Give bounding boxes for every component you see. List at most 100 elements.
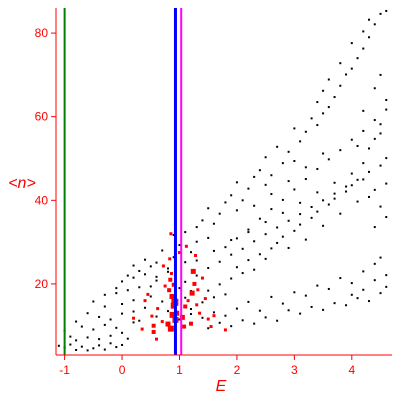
data-point: [201, 316, 204, 319]
data-point: [109, 318, 112, 321]
data-point: [212, 222, 215, 225]
data-point: [304, 294, 307, 297]
data-point: [195, 226, 198, 229]
data-point: [373, 188, 376, 191]
data-point: [224, 201, 227, 204]
data-point: [149, 295, 152, 298]
data-point: [299, 201, 302, 204]
data-point: [86, 336, 89, 339]
data-point: [195, 240, 198, 243]
data-point: [212, 249, 215, 252]
data-point: [224, 293, 227, 296]
highlight-points-layer: [132, 232, 227, 341]
data-point: [201, 301, 204, 304]
data-point: [276, 241, 279, 244]
data-point: [241, 272, 244, 275]
data-point: [310, 216, 313, 219]
data-point: [138, 286, 141, 289]
data-point: [304, 130, 307, 133]
highlight-point: [182, 324, 187, 329]
data-point: [235, 209, 238, 212]
highlight-point: [194, 253, 198, 257]
x-tick-label: -1: [59, 363, 70, 377]
data-point: [270, 247, 273, 250]
data-point: [212, 296, 215, 299]
data-point: [121, 312, 124, 315]
data-point: [345, 190, 348, 193]
data-point: [109, 342, 112, 345]
data-point: [258, 169, 261, 172]
data-point: [339, 84, 342, 87]
data-point: [184, 231, 187, 234]
data-point: [115, 326, 118, 329]
data-point: [218, 260, 221, 263]
data-point: [138, 319, 141, 322]
data-point: [207, 327, 210, 330]
highlight-point: [209, 325, 213, 329]
data-point: [373, 137, 376, 140]
highlight-point: [146, 292, 150, 296]
data-point: [276, 145, 279, 148]
highlight-point: [179, 314, 185, 320]
data-point: [304, 238, 307, 241]
data-point: [195, 259, 198, 262]
data-point: [247, 300, 250, 303]
data-point: [69, 335, 72, 338]
highlight-point: [196, 288, 200, 292]
data-point: [155, 261, 158, 264]
data-point: [362, 109, 365, 112]
data-point: [287, 219, 290, 222]
highlight-point: [198, 311, 202, 315]
data-point: [379, 256, 382, 259]
data-point: [172, 256, 175, 259]
highlight-point: [132, 316, 136, 320]
data-point: [345, 185, 348, 188]
data-point: [385, 98, 388, 101]
data-point: [149, 285, 152, 288]
data-point: [379, 73, 382, 76]
data-point: [115, 287, 118, 290]
data-point: [356, 200, 359, 203]
data-point: [247, 231, 250, 234]
data-point: [322, 224, 325, 227]
data-point: [207, 267, 210, 270]
data-point: [247, 228, 250, 231]
data-point: [373, 262, 376, 265]
data-point: [322, 199, 325, 202]
highlight-point: [151, 323, 156, 328]
highlight-point: [150, 314, 154, 318]
highlight-point: [160, 320, 164, 324]
data-point: [230, 239, 233, 242]
data-point: [207, 236, 210, 239]
data-point: [350, 42, 353, 45]
data-point: [327, 106, 330, 109]
data-point: [132, 321, 135, 324]
data-point: [362, 162, 365, 165]
highlight-point: [140, 327, 144, 331]
data-point: [253, 268, 256, 271]
data-point: [276, 319, 279, 322]
data-point: [362, 47, 365, 50]
y-tick-label: 20: [35, 277, 49, 291]
data-point: [287, 246, 290, 249]
highlight-point: [155, 337, 159, 341]
data-point: [69, 343, 72, 346]
data-point: [115, 292, 118, 295]
data-point: [98, 344, 101, 347]
data-point: [350, 184, 353, 187]
data-point: [258, 253, 261, 256]
data-point: [276, 226, 279, 229]
data-point: [224, 246, 227, 249]
highlight-point: [168, 257, 172, 261]
highlight-point: [156, 307, 160, 311]
data-point: [362, 178, 365, 181]
data-point: [144, 258, 147, 261]
highlight-point: [195, 303, 199, 307]
data-point: [241, 247, 244, 250]
highlight-point: [169, 232, 173, 236]
data-point: [304, 177, 307, 180]
highlight-point: [169, 271, 173, 275]
data-point: [356, 57, 359, 60]
highlight-point: [190, 268, 196, 274]
data-point: [132, 264, 135, 267]
